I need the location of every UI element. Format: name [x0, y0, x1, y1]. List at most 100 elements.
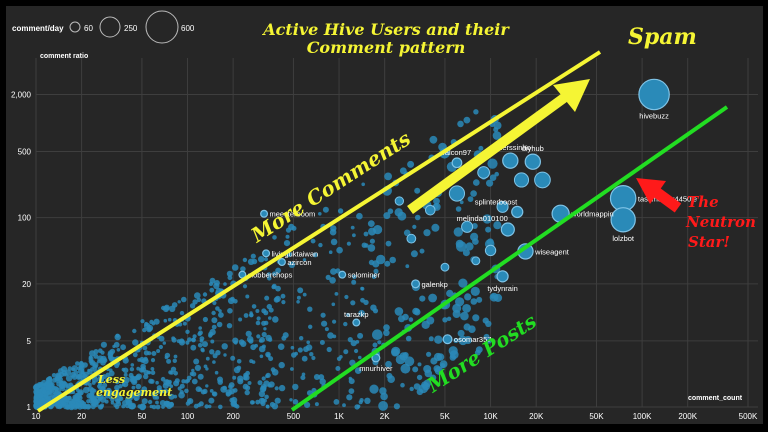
- point-hivebuzz: [638, 78, 670, 111]
- data-point: [484, 244, 497, 257]
- cluster-point: [100, 341, 107, 348]
- cluster-point: [211, 324, 217, 330]
- legend-bubble-large: [145, 10, 179, 44]
- cluster-point: [426, 351, 432, 357]
- cluster-point: [263, 327, 267, 331]
- cluster-point: [197, 373, 204, 380]
- cluster-point: [179, 390, 184, 395]
- cluster-point: [97, 381, 102, 386]
- point-livinguktaiwan: [262, 249, 271, 258]
- cluster-point: [260, 384, 267, 390]
- cluster-point: [336, 246, 343, 254]
- cluster-point: [416, 374, 423, 381]
- cluster-point: [139, 367, 145, 373]
- cluster-point: [394, 307, 404, 316]
- cluster-point: [489, 292, 499, 302]
- cluster-point: [482, 214, 492, 224]
- cluster-point: [53, 386, 58, 391]
- cluster-point: [193, 358, 200, 365]
- cluster-point: [260, 400, 266, 407]
- cluster-point: [271, 369, 279, 376]
- cluster-point: [383, 212, 391, 220]
- cluster-point: [129, 391, 136, 399]
- point-label-osomar357: osomar357: [454, 335, 492, 344]
- cluster-point: [310, 238, 316, 244]
- cluster-point: [300, 375, 306, 381]
- cluster-point: [369, 384, 379, 394]
- cluster-point: [214, 370, 219, 375]
- cluster-point: [178, 339, 186, 346]
- point-falcon97: [451, 157, 463, 169]
- cluster-point: [209, 328, 216, 336]
- cluster-point: [133, 379, 137, 384]
- cluster-point: [261, 376, 266, 381]
- point-azircon: [277, 258, 286, 267]
- cluster-point: [330, 268, 337, 275]
- neutron-star-line-3: Star!: [688, 233, 730, 251]
- cluster-point: [329, 277, 336, 284]
- cluster-point: [192, 299, 198, 305]
- cluster-point: [98, 348, 103, 354]
- cluster-point: [162, 341, 166, 345]
- cluster-point: [107, 376, 112, 381]
- cluster-point: [472, 314, 480, 322]
- cluster-point: [141, 358, 145, 363]
- cluster-point: [113, 341, 120, 348]
- cluster-point: [96, 394, 100, 399]
- cluster-point: [326, 346, 332, 353]
- cluster-point: [393, 403, 400, 410]
- cluster-point: [312, 252, 318, 258]
- x-tick-label: 10: [32, 412, 41, 421]
- cluster-point: [136, 366, 141, 371]
- cluster-point: [391, 348, 400, 357]
- cluster-point: [419, 248, 425, 254]
- cluster-point: [36, 382, 43, 388]
- cluster-point: [265, 404, 270, 409]
- cluster-point: [230, 355, 236, 361]
- cluster-point: [172, 358, 177, 363]
- cluster-point: [151, 404, 157, 410]
- cluster-point: [332, 334, 337, 339]
- cluster-point: [440, 363, 446, 369]
- cluster-point: [122, 381, 129, 388]
- point-label-wiseagent: wiseagent: [534, 247, 570, 256]
- cluster-point: [56, 381, 62, 387]
- cluster-point: [150, 367, 155, 371]
- cluster-point: [344, 294, 349, 300]
- cluster-point: [328, 250, 333, 254]
- cluster-point: [162, 382, 169, 389]
- cluster-point: [261, 320, 267, 326]
- cluster-point: [155, 400, 159, 405]
- cluster-point: [288, 223, 295, 231]
- cluster-point: [110, 397, 115, 403]
- cluster-point: [399, 352, 408, 361]
- point-tarazkp: [352, 318, 361, 327]
- cluster-point: [135, 373, 142, 380]
- cluster-point: [51, 373, 57, 378]
- y-axis-title: comment ratio: [40, 53, 88, 60]
- cluster-point: [281, 300, 286, 305]
- cluster-point: [455, 206, 462, 212]
- cluster-point: [354, 367, 362, 375]
- cluster-point: [166, 401, 171, 406]
- cluster-point: [487, 158, 498, 169]
- cluster-point: [335, 268, 341, 274]
- cluster-point: [320, 312, 326, 318]
- cluster-point: [318, 212, 322, 216]
- cluster-point: [372, 342, 378, 348]
- cluster-point: [428, 293, 437, 303]
- x-tick-label: 200: [226, 412, 240, 421]
- cluster-point: [492, 131, 502, 140]
- cluster-point: [163, 318, 168, 323]
- cluster-point: [462, 249, 470, 257]
- cluster-point: [421, 320, 430, 329]
- cluster-point: [473, 179, 480, 186]
- cluster-point: [187, 399, 192, 403]
- cluster-point: [98, 396, 102, 401]
- legend-value-small: 60: [84, 24, 93, 33]
- cluster-point: [255, 320, 261, 326]
- cluster-point: [58, 403, 62, 408]
- cluster-point: [250, 253, 256, 259]
- cluster-point: [385, 360, 392, 368]
- cluster-point: [236, 359, 242, 364]
